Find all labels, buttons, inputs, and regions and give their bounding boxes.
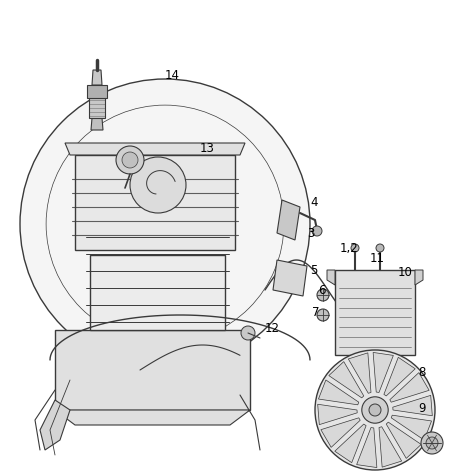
Polygon shape [329, 362, 364, 398]
Text: 4: 4 [310, 195, 318, 209]
Circle shape [130, 157, 186, 213]
Polygon shape [391, 415, 431, 440]
Circle shape [421, 432, 443, 454]
Polygon shape [55, 330, 250, 410]
Polygon shape [393, 395, 432, 416]
Polygon shape [348, 353, 371, 393]
Polygon shape [319, 380, 359, 405]
Polygon shape [273, 260, 307, 296]
Circle shape [317, 289, 329, 301]
Circle shape [315, 350, 435, 470]
Circle shape [376, 244, 384, 252]
Polygon shape [277, 200, 300, 240]
Polygon shape [335, 424, 366, 463]
Polygon shape [384, 357, 415, 396]
Circle shape [312, 226, 322, 236]
Circle shape [20, 79, 310, 369]
Circle shape [122, 152, 138, 168]
Polygon shape [92, 70, 102, 85]
Text: 14: 14 [165, 69, 180, 82]
Text: 1,2: 1,2 [340, 241, 359, 255]
Polygon shape [321, 418, 360, 447]
Polygon shape [90, 255, 225, 330]
Circle shape [351, 244, 359, 252]
Polygon shape [379, 427, 401, 467]
Polygon shape [386, 422, 421, 458]
Text: 6: 6 [318, 283, 326, 297]
Circle shape [317, 309, 329, 321]
Circle shape [116, 146, 144, 174]
Polygon shape [89, 98, 105, 118]
Text: 11: 11 [370, 252, 385, 264]
Circle shape [362, 397, 388, 423]
Text: 12: 12 [265, 321, 280, 335]
Text: 10: 10 [398, 265, 413, 279]
Text: 3: 3 [307, 227, 314, 239]
Polygon shape [91, 118, 103, 130]
Polygon shape [318, 404, 357, 425]
Polygon shape [356, 428, 377, 467]
Polygon shape [75, 155, 235, 250]
Text: 5: 5 [310, 264, 318, 276]
Polygon shape [55, 410, 250, 425]
Circle shape [369, 404, 381, 416]
Text: 13: 13 [200, 142, 215, 155]
Polygon shape [87, 85, 107, 98]
Polygon shape [327, 270, 335, 285]
Polygon shape [373, 353, 393, 392]
Text: 8: 8 [418, 366, 425, 380]
Circle shape [426, 437, 438, 449]
Polygon shape [390, 373, 429, 402]
Text: 7: 7 [312, 306, 319, 319]
Polygon shape [415, 270, 423, 285]
Polygon shape [40, 400, 70, 450]
Polygon shape [335, 270, 415, 355]
Polygon shape [65, 143, 245, 155]
Text: 9: 9 [418, 401, 426, 414]
Circle shape [241, 326, 255, 340]
